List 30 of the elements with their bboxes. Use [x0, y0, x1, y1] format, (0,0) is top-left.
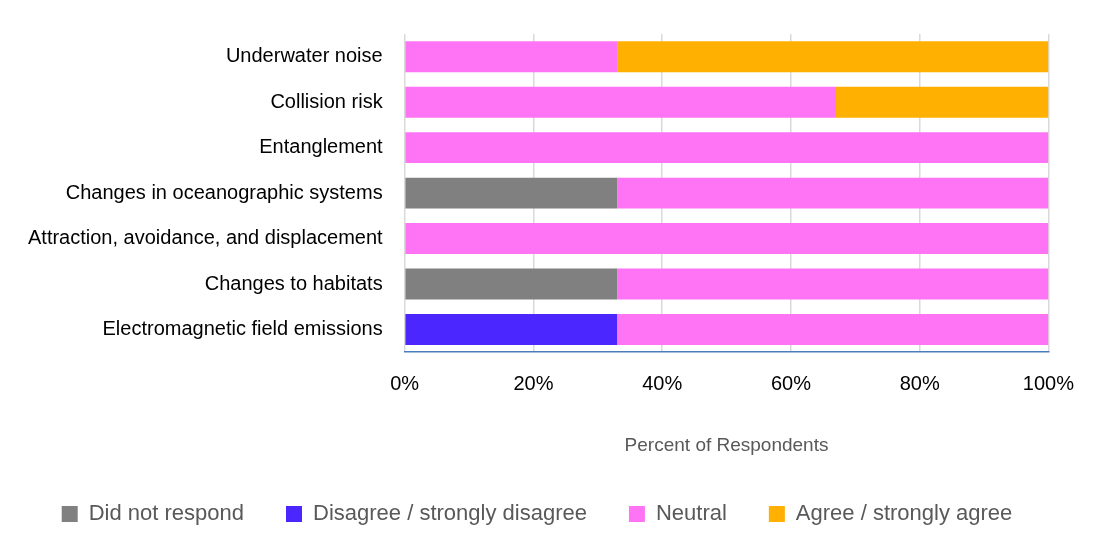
y-tick-label: Changes in oceanographic systems — [65, 180, 383, 203]
x-tick-label: 80% — [899, 371, 940, 394]
x-tick-label: 0% — [390, 371, 420, 394]
bar — [405, 314, 618, 345]
y-tick-label: Entanglement — [259, 135, 384, 158]
legend-label: Neutral — [655, 500, 727, 526]
x-tick-label: 100% — [1022, 371, 1075, 394]
bar — [617, 314, 1049, 345]
bar — [405, 177, 618, 209]
y-tick-label: Electromagnetic field emissions — [102, 316, 383, 339]
bar — [405, 268, 618, 300]
legend-label: Agree / strongly agree — [795, 500, 1013, 526]
x-tick-label: 20% — [513, 371, 554, 394]
bar — [405, 86, 836, 118]
x-tick-label: 40% — [642, 371, 683, 394]
x-axis-title: Percent of Respondents — [624, 433, 829, 455]
bar — [835, 86, 1049, 118]
bar — [617, 177, 1049, 209]
bar — [617, 268, 1049, 300]
legend-label: Did not respond — [88, 500, 245, 526]
y-tick-label: Collision risk — [270, 89, 384, 112]
y-tick-label: Attraction, avoidance, and displacement — [27, 226, 384, 249]
bar — [405, 41, 618, 73]
x-tick-label: 60% — [770, 371, 812, 394]
y-tick-label: Changes to habitats — [204, 271, 383, 294]
bar — [405, 132, 1049, 164]
legend-label: Disagree / strongly disagree — [313, 500, 587, 526]
bar — [405, 223, 1049, 255]
y-tick-label: Underwater noise — [225, 44, 383, 67]
bar — [617, 41, 1049, 73]
